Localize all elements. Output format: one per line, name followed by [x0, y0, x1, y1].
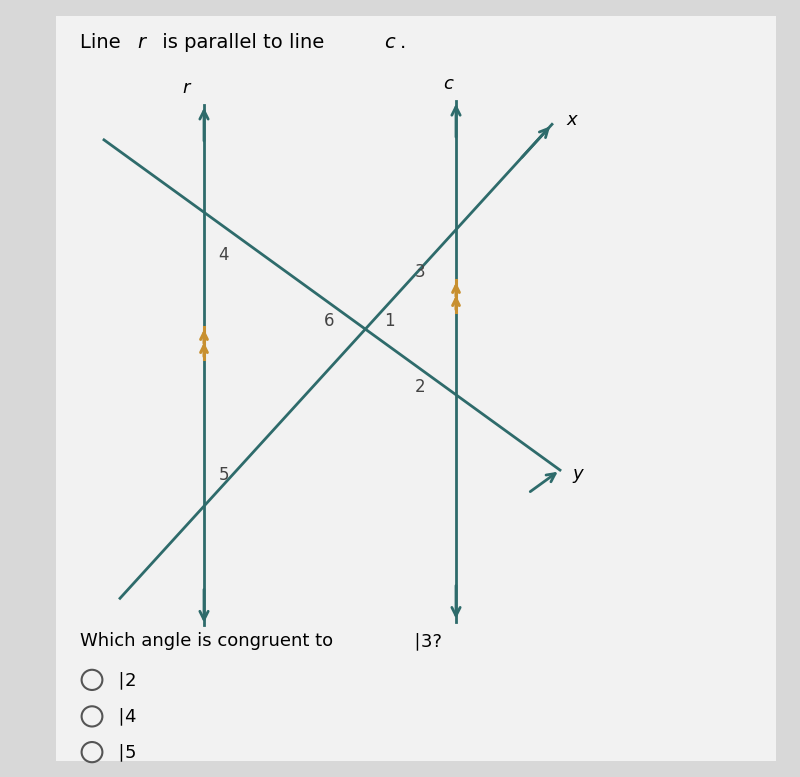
Text: 4: 4 [218, 246, 229, 264]
Text: y: y [572, 465, 582, 483]
FancyBboxPatch shape [56, 16, 776, 761]
Text: 5: 5 [218, 466, 229, 484]
Text: Line: Line [80, 33, 127, 52]
Text: is parallel to line: is parallel to line [156, 33, 330, 52]
Text: c: c [384, 33, 394, 52]
Text: 6: 6 [324, 312, 334, 330]
Text: 2: 2 [415, 378, 426, 396]
Text: .: . [400, 33, 406, 52]
Text: ∣2: ∣2 [116, 671, 137, 689]
Text: Which angle is congruent to: Which angle is congruent to [80, 632, 339, 650]
Text: 3: 3 [415, 263, 426, 281]
Text: ∣3?: ∣3? [412, 632, 442, 650]
Text: c: c [443, 75, 453, 93]
Text: ∣5: ∣5 [116, 743, 137, 761]
Text: x: x [566, 111, 577, 130]
Text: r: r [182, 79, 190, 97]
Text: r: r [138, 33, 146, 52]
Text: ∣4: ∣4 [116, 707, 137, 726]
Text: 1: 1 [384, 312, 394, 330]
